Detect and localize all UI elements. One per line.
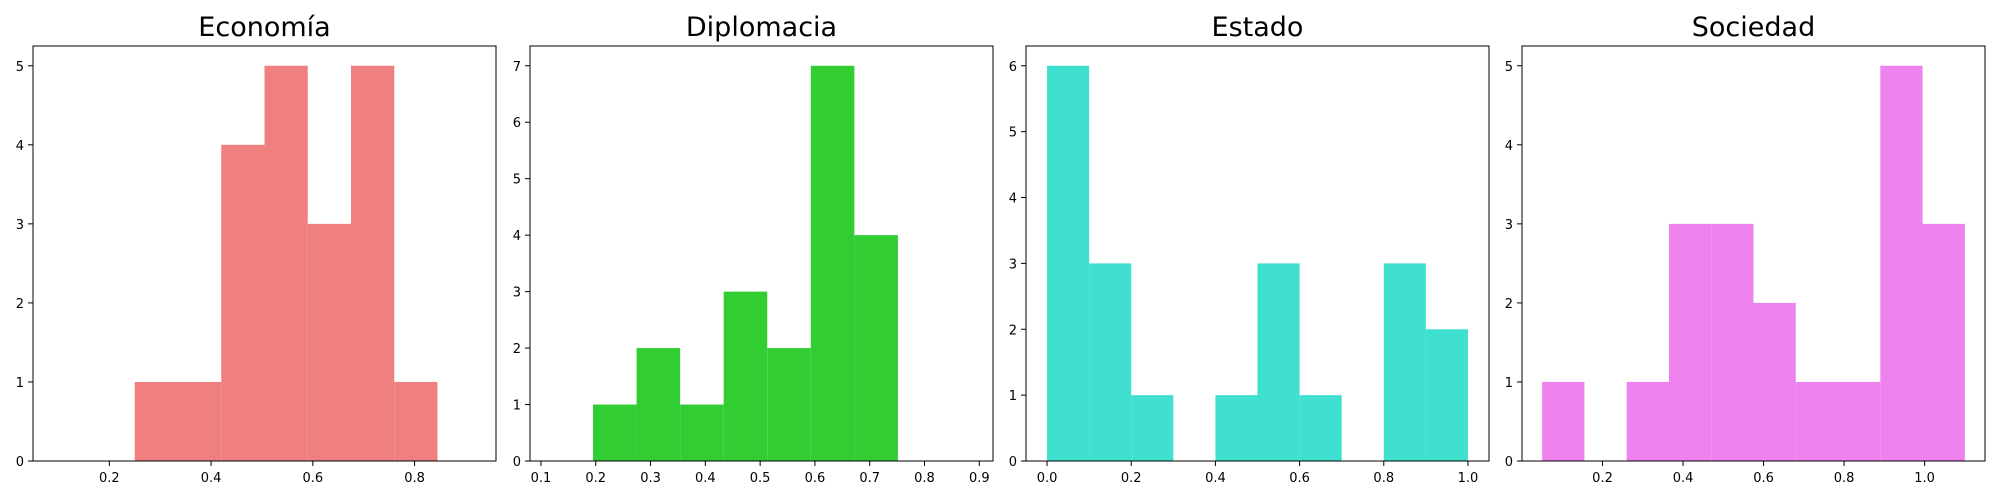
histogram-bar [767, 348, 811, 461]
y-tick-label: 2 [1009, 323, 1017, 338]
y-tick-label: 4 [1009, 192, 1017, 207]
histogram-bar [134, 381, 179, 461]
histogram-bar [1668, 223, 1712, 461]
y-tick-label: 1 [16, 376, 24, 391]
y-tick-label: 0 [513, 455, 521, 470]
x-tick-label: 0.4 [695, 471, 716, 486]
chart-title: Economía [198, 12, 330, 43]
x-tick-label: 0.2 [1121, 471, 1142, 486]
x-tick-label: 0.7 [859, 471, 880, 486]
y-tick-label: 6 [1009, 60, 1017, 75]
histogram-bar [810, 65, 855, 461]
x-tick-label: 0.2 [99, 471, 120, 486]
y-tick-label: 2 [1505, 297, 1513, 312]
x-tick-label: 0.4 [1673, 471, 1694, 486]
y-tick-label: 4 [16, 139, 24, 154]
subplot-1: 0.2 0.4 0.6 0.8 0 1 2 3 4 5 Economía [16, 12, 497, 486]
y-tick-label: 5 [513, 173, 521, 188]
histogram-bar [636, 348, 681, 461]
x-tick-label: 0.9 [969, 471, 990, 486]
axes-frame [529, 45, 994, 462]
y-tick-label: 4 [1505, 139, 1513, 154]
histogram-bar [394, 381, 438, 461]
histogram-bar [1425, 329, 1468, 461]
y-tick-label: 5 [16, 60, 24, 75]
y-tick-label: 6 [513, 116, 521, 131]
y-tick-label: 5 [1505, 60, 1513, 75]
y-tick-label: 2 [16, 297, 24, 312]
histogram-bar [593, 404, 637, 461]
subplot-2: 0.1 0.2 0.3 0.4 0.5 0.6 0.7 0.8 0.9 0 1 2 3 4 5 6 7 Diplo… [513, 12, 994, 486]
x-tick-label: 0.4 [1205, 471, 1226, 486]
x-tick-label: 0.6 [805, 471, 826, 486]
y-tick-label: 3 [1009, 257, 1017, 272]
histogram-bar [1838, 381, 1881, 461]
histogram-bar [1795, 381, 1839, 461]
histogram-bar [178, 381, 222, 461]
histogram-bar [1922, 223, 1965, 461]
y-tick-label: 3 [1505, 218, 1513, 233]
chart-title: Sociedad [1692, 12, 1815, 43]
axes-frame [1521, 45, 1986, 462]
y-tick-label: 7 [513, 60, 521, 75]
y-tick-label: 1 [1505, 376, 1513, 391]
x-tick-label: 0.8 [1834, 471, 1855, 486]
subplot-3: 0.0 0.2 0.4 0.6 0.8 1.0 0 1 2 3 4 5 6 Estado [1009, 12, 1490, 486]
subplot-4: 0.2 0.4 0.6 0.8 1.0 0 1 2 3 4 5 Sociedad [1505, 12, 1986, 486]
histogram-bar [680, 404, 724, 461]
histogram-bar [1880, 65, 1923, 461]
histogram-bar [264, 65, 308, 461]
histogram-bar [1711, 223, 1754, 461]
x-tick-label: 1.0 [1914, 471, 1935, 486]
y-tick-label: 0 [16, 455, 24, 470]
x-tick-label: 0.4 [201, 471, 222, 486]
x-tick-label: 0.1 [531, 471, 552, 486]
histogram-bar [1626, 381, 1669, 461]
chart-title: Diplomacia [686, 12, 837, 43]
x-tick-label: 0.6 [302, 471, 323, 486]
histogram-bar [307, 223, 351, 461]
x-tick-label: 0.8 [404, 471, 425, 486]
x-tick-label: 0.2 [585, 471, 606, 486]
y-tick-label: 1 [513, 399, 521, 414]
x-tick-label: 0.6 [1289, 471, 1310, 486]
histogram-bar [1215, 395, 1258, 461]
x-tick-label: 0.8 [914, 471, 935, 486]
histogram-bar [1257, 263, 1300, 461]
histogram-bar [1047, 65, 1090, 461]
histogram-bar [1542, 381, 1585, 461]
y-tick-label: 0 [1505, 455, 1513, 470]
x-tick-label: 1.0 [1458, 471, 1479, 486]
histogram-bar [221, 144, 265, 461]
histogram-bar [854, 235, 898, 461]
histogram-bar [723, 291, 768, 461]
y-tick-label: 1 [1009, 389, 1017, 404]
y-tick-label: 0 [1009, 455, 1017, 470]
y-tick-label: 5 [1009, 126, 1017, 141]
histogram-bar [1383, 263, 1426, 461]
axes-frame [32, 45, 497, 462]
x-tick-label: 0.8 [1373, 471, 1394, 486]
histogram-bar [1299, 395, 1342, 461]
histogram-bar [1753, 302, 1796, 461]
y-tick-label: 2 [513, 342, 521, 357]
y-tick-label: 3 [513, 286, 521, 301]
y-tick-label: 4 [513, 229, 521, 244]
x-tick-label: 0.5 [750, 471, 771, 486]
chart-title: Estado [1212, 12, 1304, 43]
y-tick-label: 3 [16, 218, 24, 233]
x-tick-label: 0.6 [1753, 471, 1774, 486]
x-tick-label: 0.3 [640, 471, 661, 486]
histogram-bar [1089, 263, 1132, 461]
histogram-bar [350, 65, 395, 461]
x-tick-label: 0.2 [1592, 471, 1613, 486]
histogram-bar [1131, 395, 1174, 461]
x-tick-label: 0.0 [1037, 471, 1058, 486]
axes-frame [1025, 45, 1490, 462]
